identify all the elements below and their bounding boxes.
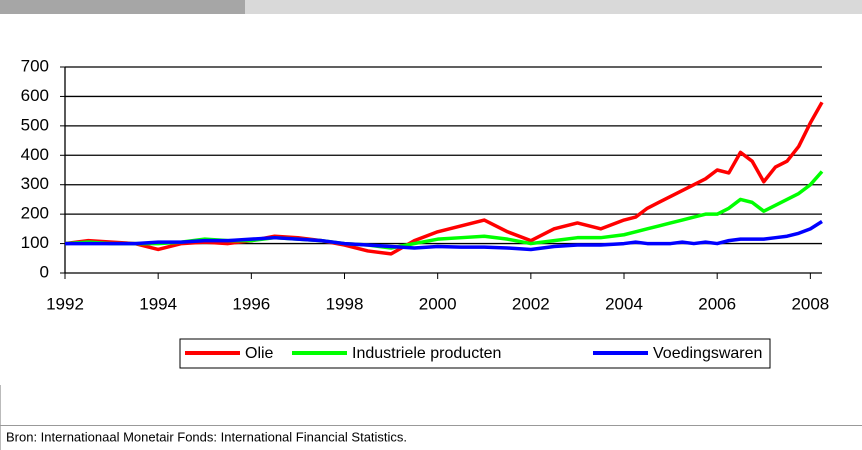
- x-tick-label: 2008: [791, 294, 829, 313]
- top-bar: [0, 0, 245, 14]
- y-tick-label: 300: [21, 174, 49, 193]
- legend-label: Voedingswaren: [653, 345, 762, 362]
- x-tick-label: 1992: [46, 294, 84, 313]
- y-tick-label: 400: [21, 145, 49, 164]
- y-tick-label: 100: [21, 233, 49, 252]
- legend: [179, 338, 771, 369]
- x-tick-label: 1998: [326, 294, 364, 313]
- x-tick-label: 2006: [698, 294, 736, 313]
- legend-label: Industriele producten: [352, 345, 501, 362]
- x-tick-label: 2002: [512, 294, 550, 313]
- top-bar: [245, 0, 862, 14]
- series-line: [64, 170, 824, 250]
- x-tick-label: 2004: [605, 294, 643, 313]
- y-tick-label: 500: [21, 115, 49, 134]
- series-line: [65, 220, 823, 252]
- series-line: [64, 101, 824, 256]
- y-tick-label: 700: [21, 56, 49, 75]
- source: Bron: Internationaal Monetair Fonds: Int…: [6, 429, 407, 444]
- y-tick-label: 0: [40, 262, 49, 281]
- y-tick-label: 600: [21, 86, 49, 105]
- x-tick-label: 1996: [232, 294, 270, 313]
- x-tick-label: 2000: [419, 294, 457, 313]
- x-tick-label: 1994: [139, 294, 177, 313]
- legend-label: Olie: [245, 345, 274, 362]
- y-tick-label: 200: [21, 204, 49, 223]
